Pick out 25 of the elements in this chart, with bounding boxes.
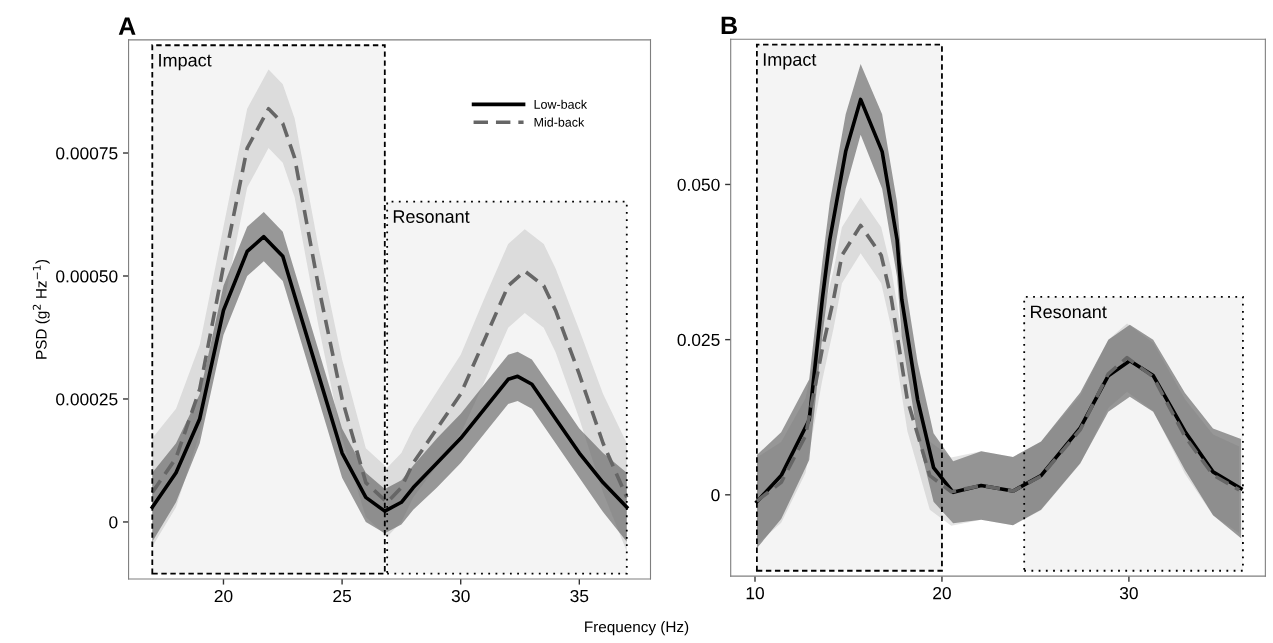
x-tick-label: 30 [451, 589, 470, 603]
y-tick-label: 0.00050 [56, 270, 118, 283]
band-label: Resonant [1031, 305, 1107, 319]
y-tick-label: 0.00025 [56, 393, 118, 406]
y-axis-title: PSD (g$^{2}$ Hz$^{−1}$) [32, 259, 50, 359]
x-tick-label: 20 [214, 589, 233, 603]
y-tick-label: 0.050 [677, 178, 720, 191]
band-label: Impact [763, 53, 817, 70]
band-label: Impact [159, 54, 212, 71]
chart-title: A [118, 17, 136, 35]
x-tick-label: 30 [1119, 587, 1138, 600]
legend-label: Low-back [534, 99, 588, 109]
chart-title: B [721, 16, 737, 35]
y-tick-label: 0 [109, 516, 118, 529]
y-tick-label: 0.025 [677, 333, 720, 347]
x-tick-label: 20 [933, 587, 951, 600]
x-tick-label: 25 [333, 589, 352, 603]
line-series [755, 223, 1241, 503]
x-tick-label: 35 [570, 589, 589, 603]
y-tick-label: 0 [711, 488, 720, 502]
y-tick-label: 0.00075 [56, 147, 118, 160]
band-label: Resonant [393, 210, 470, 223]
x-tick-label: 10 [746, 587, 764, 600]
legend-label: Mid-back [534, 117, 585, 127]
x-axis-title: Frequency (Hz) [585, 621, 689, 636]
